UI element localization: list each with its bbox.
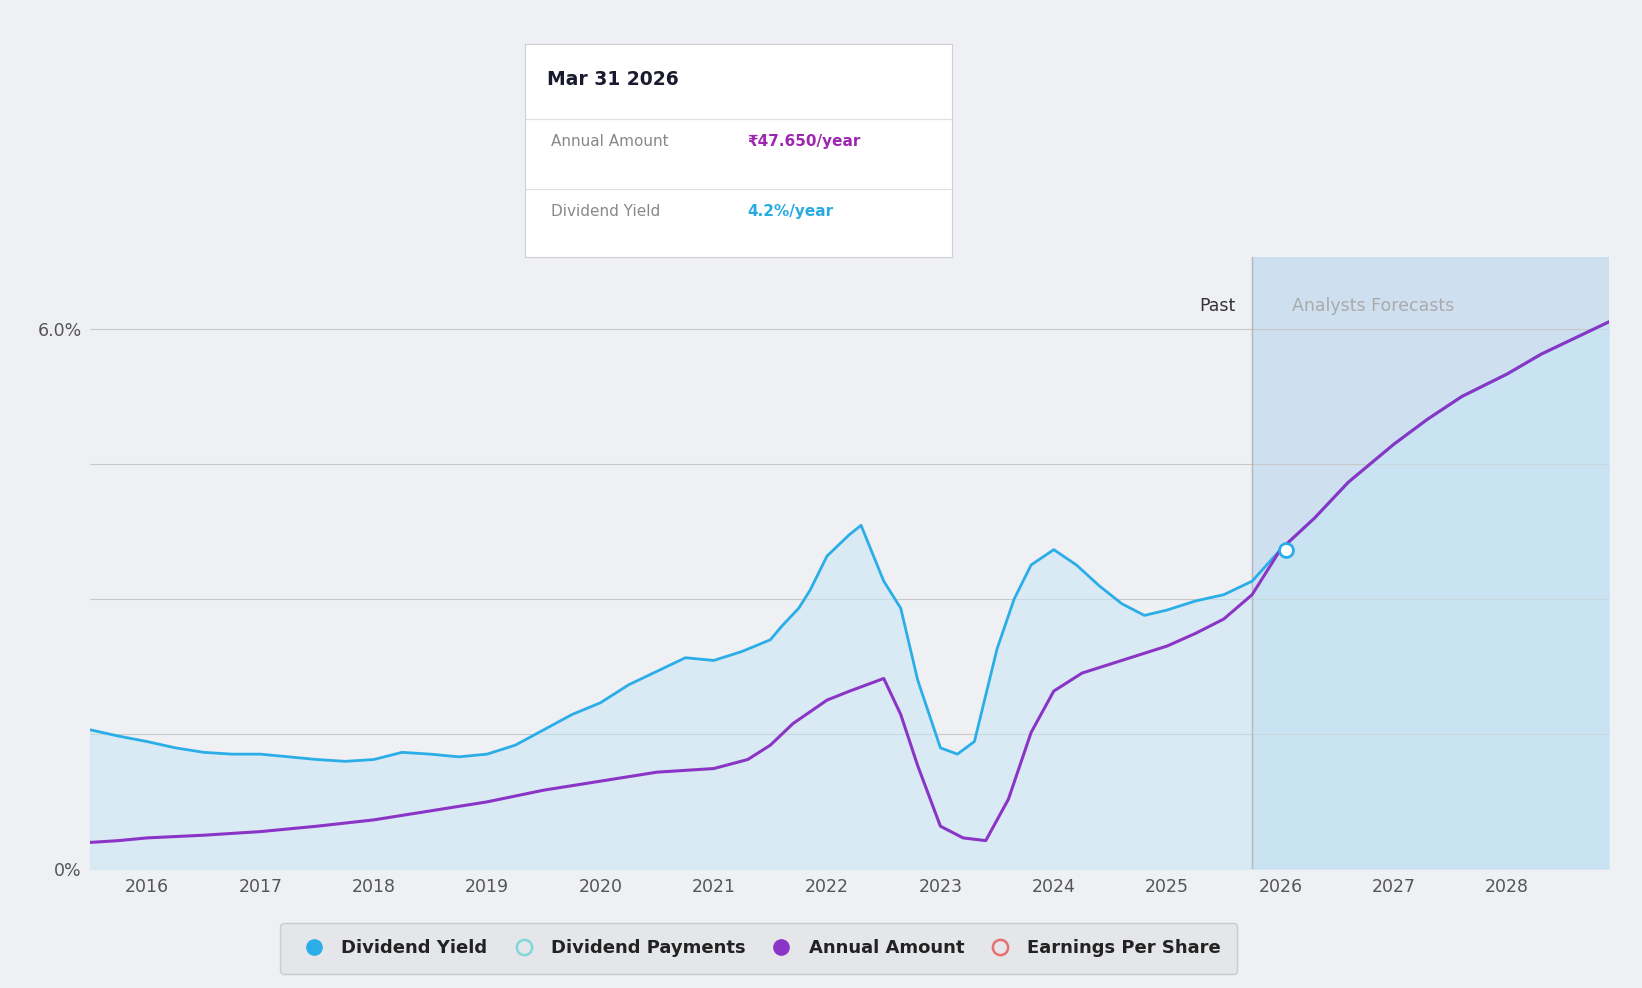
Text: ₹47.650/year: ₹47.650/year <box>747 133 860 148</box>
Text: Analysts Forecasts: Analysts Forecasts <box>1292 297 1455 315</box>
Text: Mar 31 2026: Mar 31 2026 <box>547 70 678 89</box>
Text: Annual Amount: Annual Amount <box>552 133 668 148</box>
Bar <box>1253 257 1609 869</box>
Text: Dividend Yield: Dividend Yield <box>552 204 660 218</box>
Text: Past: Past <box>1199 297 1235 315</box>
Legend: Dividend Yield, Dividend Payments, Annual Amount, Earnings Per Share: Dividend Yield, Dividend Payments, Annua… <box>281 923 1236 974</box>
Text: 4.2%/year: 4.2%/year <box>747 204 834 218</box>
